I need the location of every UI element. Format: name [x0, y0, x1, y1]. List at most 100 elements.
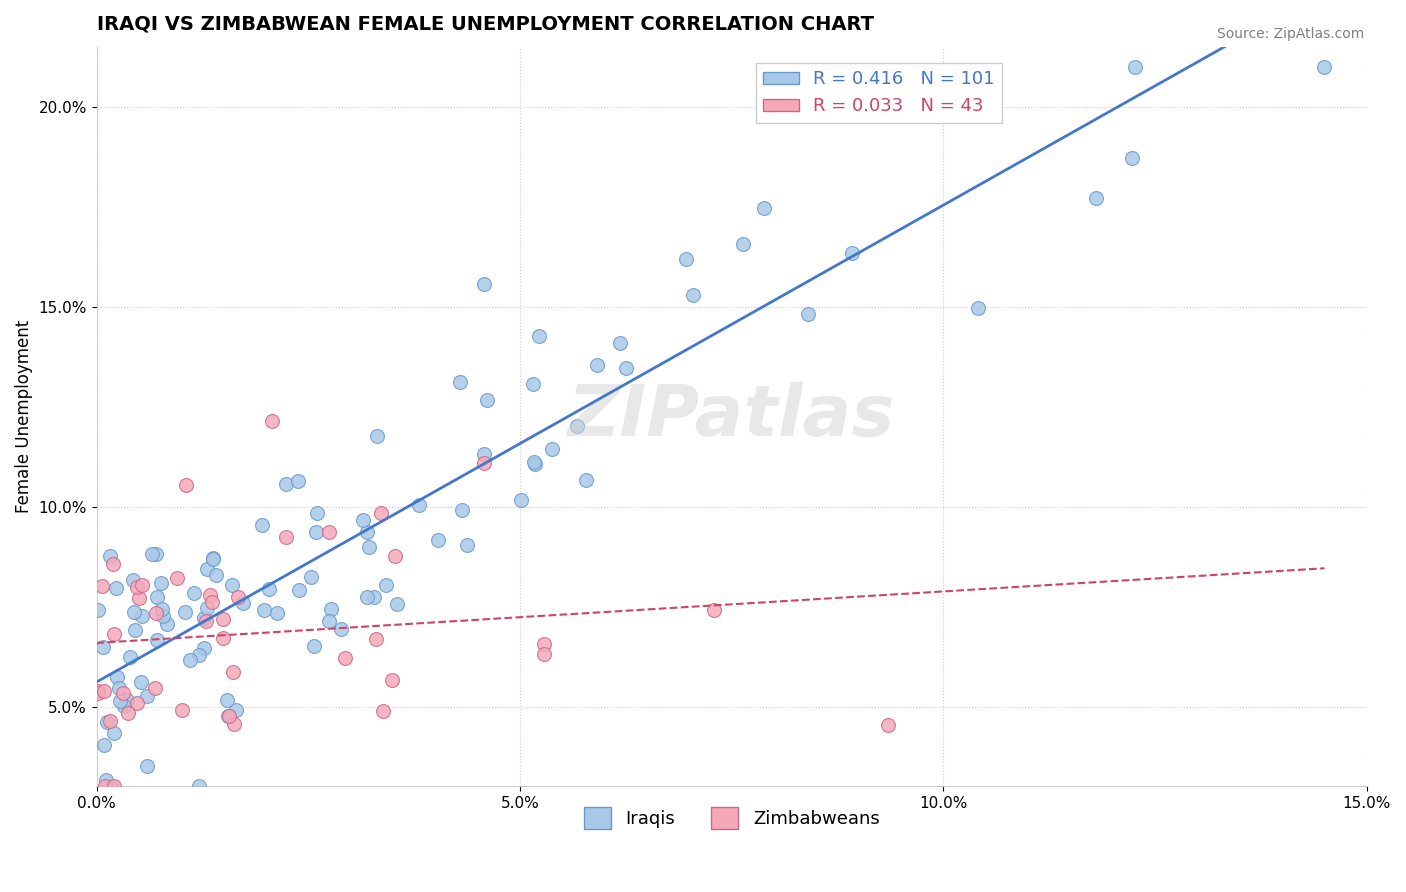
Iraqis [475, 393, 498, 408]
Legend: Iraqis, Zimbabweans: Iraqis, Zimbabweans [576, 800, 887, 837]
Iraqis [675, 252, 697, 266]
Iraqis [98, 549, 121, 563]
Iraqis [120, 649, 142, 664]
Iraqis [221, 578, 243, 592]
Iraqis [124, 605, 146, 619]
Iraqis [105, 581, 128, 595]
Zimbabweans [876, 718, 898, 732]
Iraqis [94, 772, 117, 787]
Iraqis [472, 447, 495, 461]
Zimbabweans [195, 614, 218, 628]
Iraqis [202, 550, 225, 565]
Zimbabweans [381, 673, 404, 687]
Zimbabweans [533, 637, 555, 651]
Y-axis label: Female Unemployment: Female Unemployment [15, 320, 32, 513]
Iraqis [103, 726, 125, 740]
Iraqis [105, 669, 128, 683]
Zimbabweans [131, 578, 153, 592]
Iraqis [145, 547, 167, 561]
Iraqis [195, 561, 218, 575]
Iraqis [122, 573, 145, 587]
Iraqis [93, 738, 115, 752]
Zimbabweans [335, 651, 357, 665]
Zimbabweans [222, 717, 245, 731]
Zimbabweans [274, 530, 297, 544]
Iraqis [967, 301, 990, 315]
Zimbabweans [128, 591, 150, 605]
Zimbabweans [103, 557, 125, 571]
Text: ZIPatlas: ZIPatlas [568, 382, 896, 451]
Zimbabweans [125, 696, 148, 710]
Zimbabweans [211, 631, 233, 645]
Iraqis [302, 639, 325, 653]
Iraqis [146, 590, 169, 604]
Text: IRAQI VS ZIMBABWEAN FEMALE UNEMPLOYMENT CORRELATION CHART: IRAQI VS ZIMBABWEAN FEMALE UNEMPLOYMENT … [97, 15, 873, 34]
Iraqis [375, 578, 398, 592]
Iraqis [100, 780, 122, 794]
Iraqis [449, 376, 471, 390]
Iraqis [524, 457, 547, 471]
Iraqis [565, 418, 588, 433]
Iraqis [87, 603, 110, 617]
Iraqis [387, 597, 409, 611]
Zimbabweans [373, 704, 395, 718]
Iraqis [609, 336, 631, 351]
Zimbabweans [201, 595, 224, 609]
Zimbabweans [222, 665, 245, 679]
Iraqis [108, 694, 131, 708]
Iraqis [193, 640, 215, 655]
Zimbabweans [143, 681, 166, 695]
Iraqis [450, 503, 472, 517]
Zimbabweans [170, 703, 193, 717]
Iraqis [266, 606, 288, 620]
Iraqis [456, 538, 478, 552]
Iraqis [797, 307, 820, 321]
Iraqis [408, 498, 430, 512]
Zimbabweans [145, 607, 167, 621]
Iraqis [193, 611, 215, 625]
Iraqis [141, 547, 163, 561]
Iraqis [257, 582, 280, 596]
Iraqis [575, 474, 598, 488]
Iraqis [179, 653, 201, 667]
Iraqis [318, 614, 340, 628]
Iraqis [150, 576, 173, 591]
Iraqis [96, 714, 118, 729]
Iraqis [204, 567, 226, 582]
Zimbabweans [98, 714, 121, 728]
Iraqis [156, 616, 179, 631]
Iraqis [250, 518, 273, 533]
Iraqis [202, 552, 225, 566]
Iraqis [145, 632, 167, 647]
Iraqis [299, 570, 322, 584]
Iraqis [522, 376, 544, 391]
Iraqis [195, 600, 218, 615]
Iraqis [112, 699, 135, 714]
Iraqis [841, 245, 863, 260]
Zimbabweans [111, 686, 134, 700]
Iraqis [523, 455, 546, 469]
Iraqis [356, 590, 378, 604]
Iraqis [752, 201, 775, 215]
Iraqis [1084, 191, 1107, 205]
Iraqis [183, 585, 205, 599]
Iraqis [682, 288, 704, 302]
Iraqis [1121, 151, 1143, 165]
Iraqis [288, 583, 311, 598]
Iraqis [231, 596, 253, 610]
Iraqis [217, 693, 239, 707]
Iraqis [329, 623, 352, 637]
Iraqis [307, 506, 329, 520]
Iraqis [541, 442, 564, 456]
Iraqis [253, 603, 276, 617]
Zimbabweans [370, 506, 392, 520]
Iraqis [472, 277, 495, 292]
Iraqis [274, 476, 297, 491]
Iraqis [91, 640, 114, 654]
Iraqis [115, 693, 138, 707]
Zimbabweans [103, 627, 125, 641]
Zimbabweans [703, 603, 725, 617]
Zimbabweans [103, 780, 125, 794]
Iraqis [356, 524, 378, 539]
Zimbabweans [472, 457, 495, 471]
